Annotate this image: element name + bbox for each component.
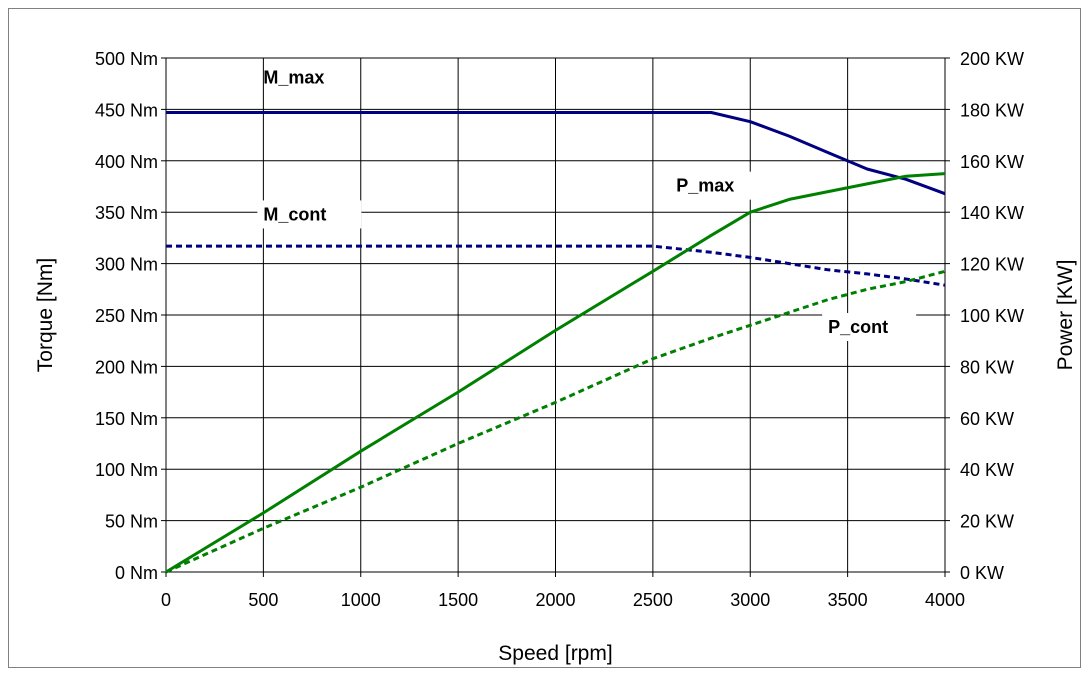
y-right-tick-label: 160 KW — [960, 152, 1024, 172]
p-cont-label-bg — [822, 312, 917, 341]
p-cont-label: P_cont — [828, 317, 888, 337]
y-right-tick-label: 0 KW — [960, 563, 1004, 583]
x-tick-label: 4000 — [925, 590, 965, 610]
y-right-tick-label: 40 KW — [960, 460, 1014, 480]
x-tick-label: 1500 — [438, 590, 478, 610]
y-left-tick-label: 0 Nm — [115, 563, 158, 583]
y-left-tick-label: 400 Nm — [95, 152, 158, 172]
x-tick-label: 3500 — [828, 590, 868, 610]
series-group — [165, 111, 946, 574]
m-cont-label-bg — [257, 200, 362, 229]
p-max-label-bg — [670, 171, 765, 200]
y-right-axis-title: Power [KW] — [1054, 260, 1077, 371]
y-right-tick-label: 180 KW — [960, 100, 1024, 120]
x-tick-label: 2000 — [535, 590, 575, 610]
series-line-m-max — [166, 111, 946, 196]
y-left-axis-title: Torque [Nm] — [34, 258, 57, 372]
y-right-tick-label: 80 KW — [960, 357, 1014, 377]
y-left-tick-label: 300 Nm — [95, 255, 158, 275]
y-left-tick-label: 100 Nm — [95, 460, 158, 480]
x-axis-title: Speed [rpm] — [498, 642, 612, 665]
y-left-tick-label: 50 Nm — [105, 512, 158, 532]
x-tick-label: 1000 — [341, 590, 381, 610]
m-cont-label: M_cont — [263, 204, 326, 224]
x-tick-label: 2500 — [633, 590, 673, 610]
y-right-tick-label: 120 KW — [960, 255, 1024, 275]
x-tick-label: 500 — [248, 590, 278, 610]
y-left-tick-label: 350 Nm — [95, 203, 158, 223]
x-tick-label: 3000 — [730, 590, 770, 610]
y-left-tick-label: 150 Nm — [95, 409, 158, 429]
series-line-p-max — [165, 172, 946, 574]
y-right-tick-label: 140 KW — [960, 203, 1024, 223]
y-right-tick-label: 100 KW — [960, 306, 1024, 326]
ticks: 0 500 1000 1500 2000 2500 3000 3500 4000 0 Nm 0 KW… — [95, 49, 1024, 610]
y-right-tick-label: 20 KW — [960, 512, 1014, 532]
m-max-label: M_max — [263, 68, 324, 88]
y-left-tick-label: 200 Nm — [95, 357, 158, 377]
y-left-tick-label: 500 Nm — [95, 49, 158, 69]
y-right-tick-label: 60 KW — [960, 409, 1014, 429]
x-tick-label: 0 — [161, 590, 171, 610]
series-line-m-cont — [166, 244, 946, 287]
y-left-tick-label: 250 Nm — [95, 306, 158, 326]
y-right-tick-label: 200 KW — [960, 49, 1024, 69]
series-line-p-cont — [165, 269, 946, 574]
y-left-tick-label: 450 Nm — [95, 100, 158, 120]
p-max-label: P_max — [676, 176, 734, 196]
